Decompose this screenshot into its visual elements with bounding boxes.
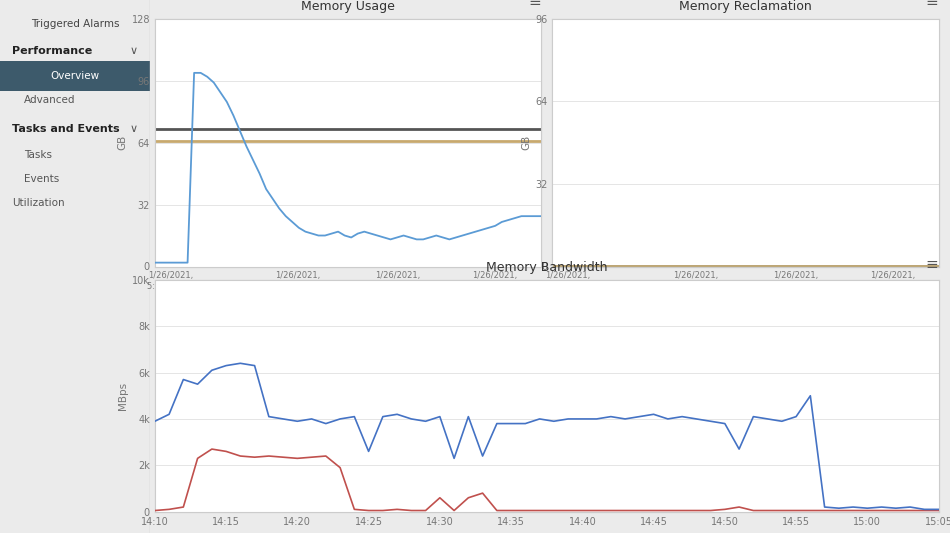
FancyBboxPatch shape [0,61,150,91]
Text: ≡: ≡ [926,257,939,272]
Text: ∨: ∨ [130,46,138,55]
Y-axis label: GB: GB [117,135,127,150]
Text: Advanced: Advanced [24,95,75,105]
Text: Performance: Performance [12,46,92,55]
Legend: Granted memory, Mapped memory, Active memory: Granted memory, Mapped memory, Active me… [177,325,481,341]
Title: Memory Bandwidth: Memory Bandwidth [486,262,607,274]
Text: Overview: Overview [50,71,100,80]
Text: Tasks: Tasks [24,150,52,159]
Legend: Compressed memory, Swapped memory, Ballooned memory: Compressed memory, Swapped memory, Ballo… [573,325,919,341]
Y-axis label: GB: GB [521,135,531,150]
Y-axis label: MBps: MBps [118,382,128,410]
Text: ∨: ∨ [130,124,138,134]
Text: Tasks and Events: Tasks and Events [12,124,120,134]
Text: ≡: ≡ [926,0,939,9]
Text: Utilization: Utilization [12,198,65,207]
Title: Memory Reclamation: Memory Reclamation [679,1,812,13]
Text: ≡: ≡ [528,0,542,9]
Legend: Read DRAM (Cache) bandwidth, Read PMem (Host Memory) bandwidth: Read DRAM (Cache) bandwidth, Read PMem (… [345,530,749,533]
Text: Triggered Alarms: Triggered Alarms [30,19,120,29]
Text: Events: Events [24,174,59,183]
Title: Memory Usage: Memory Usage [301,1,395,13]
